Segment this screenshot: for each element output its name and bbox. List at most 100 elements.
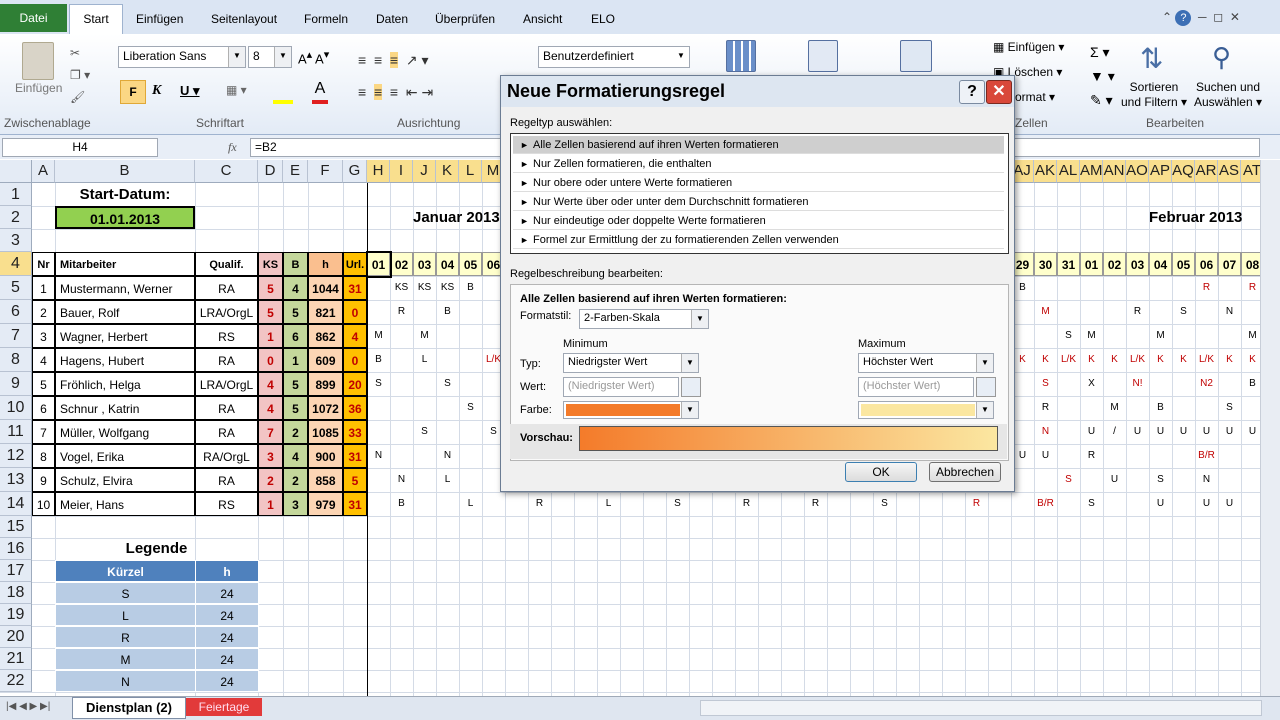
paste-icon[interactable] bbox=[22, 42, 54, 80]
row-header[interactable]: 6 bbox=[0, 300, 32, 324]
column-header[interactable]: A bbox=[32, 160, 55, 183]
cell[interactable]: U bbox=[1110, 474, 1119, 485]
cell[interactable]: S bbox=[1065, 330, 1072, 341]
font-grow-icons[interactable]: A▴ A▾ bbox=[298, 49, 330, 67]
row-header[interactable]: 12 bbox=[0, 444, 32, 468]
cell[interactable]: 4 bbox=[343, 324, 367, 348]
max-ref-button[interactable] bbox=[976, 377, 996, 397]
cell[interactable]: 06 bbox=[482, 252, 505, 276]
cell[interactable]: LRA/OrgL bbox=[195, 372, 258, 396]
cell[interactable]: Qualif. bbox=[195, 252, 258, 276]
cell[interactable]: L bbox=[467, 498, 474, 509]
cell[interactable]: 4 bbox=[258, 372, 283, 396]
row-header[interactable]: 11 bbox=[0, 420, 32, 444]
cell[interactable]: 04 bbox=[1149, 252, 1172, 276]
cell[interactable]: 5 bbox=[283, 372, 308, 396]
cell[interactable]: 862 bbox=[308, 324, 343, 348]
cell[interactable]: 29 bbox=[1011, 252, 1034, 276]
cell[interactable]: N bbox=[1202, 474, 1211, 485]
cell[interactable]: K bbox=[1157, 354, 1164, 365]
cell[interactable]: R bbox=[1087, 450, 1096, 461]
row-header[interactable]: 18 bbox=[0, 582, 32, 604]
bold-button[interactable]: F bbox=[120, 80, 146, 104]
cell[interactable]: B/R bbox=[1037, 498, 1054, 509]
row-header[interactable]: 20 bbox=[0, 626, 32, 648]
cell[interactable]: LRA/OrgL bbox=[195, 300, 258, 324]
cell[interactable]: U bbox=[1156, 498, 1165, 509]
cell[interactable]: 858 bbox=[308, 468, 343, 492]
cell[interactable]: 36 bbox=[343, 396, 367, 420]
cell[interactable]: Wagner, Herbert bbox=[55, 324, 195, 348]
cell[interactable]: U bbox=[1202, 498, 1211, 509]
row-header[interactable]: 2 bbox=[0, 206, 32, 229]
cell[interactable]: S bbox=[1157, 474, 1164, 485]
column-header[interactable]: AJ bbox=[1011, 160, 1034, 183]
column-header[interactable]: AK bbox=[1034, 160, 1057, 183]
cell[interactable]: 24 bbox=[195, 626, 259, 648]
rule-type-item[interactable]: ► Nur Zellen formatieren, die enthalten bbox=[513, 155, 1004, 173]
cell[interactable]: R bbox=[397, 306, 406, 317]
cell[interactable]: 3 bbox=[32, 324, 55, 348]
cell[interactable]: R bbox=[811, 498, 820, 509]
column-header[interactable]: AL bbox=[1057, 160, 1080, 183]
close-button[interactable]: ✕ bbox=[986, 80, 1012, 104]
italic-button[interactable]: K bbox=[152, 83, 162, 98]
dropdown-arrow[interactable]: ▼ bbox=[681, 402, 698, 418]
editing-icons[interactable]: Σ ▾ ▼ ▾ ✎ ▾ bbox=[1090, 44, 1115, 108]
cancel-button[interactable]: Abbrechen bbox=[929, 462, 1001, 482]
max-value-input[interactable]: (Höchster Wert) bbox=[858, 377, 974, 397]
cell[interactable]: 2 bbox=[283, 468, 308, 492]
cell[interactable]: 07 bbox=[1218, 252, 1241, 276]
cell[interactable]: U bbox=[1133, 426, 1142, 437]
cell[interactable]: L bbox=[444, 474, 451, 485]
delete-button[interactable]: ▣ Löschen ▾ bbox=[993, 65, 1063, 79]
rule-type-item[interactable]: ► Nur eindeutige oder doppelte Werte form… bbox=[513, 212, 1004, 230]
cell[interactable]: 30 bbox=[1034, 252, 1057, 276]
cell[interactable]: RA/OrgL bbox=[195, 444, 258, 468]
rule-type-item[interactable]: ► Nur Werte über oder unter dem Durchschn… bbox=[513, 193, 1004, 211]
cell[interactable]: U bbox=[1225, 426, 1234, 437]
cell[interactable]: U bbox=[1018, 450, 1027, 461]
cell[interactable]: Schnur , Katrin bbox=[55, 396, 195, 420]
min-color-select[interactable]: ▼ bbox=[563, 401, 699, 419]
cell[interactable]: K bbox=[1042, 354, 1049, 365]
cell[interactable]: R bbox=[742, 498, 751, 509]
cell[interactable]: Url. bbox=[343, 252, 367, 276]
column-header[interactable]: K bbox=[436, 160, 459, 183]
rule-type-item[interactable]: ► Nur obere oder untere Werte formatieren bbox=[513, 174, 1004, 192]
max-type-select[interactable]: Höchster Wert ▼ bbox=[858, 353, 994, 373]
fill-color-button[interactable] bbox=[273, 80, 293, 104]
cell[interactable]: 7 bbox=[258, 420, 283, 444]
cell[interactable]: S bbox=[1042, 378, 1049, 389]
cell[interactable]: h bbox=[195, 560, 259, 582]
format-style-select[interactable]: 2-Farben-Skala ▼ bbox=[579, 309, 709, 329]
cell[interactable]: 5 bbox=[32, 372, 55, 396]
cell[interactable]: 1 bbox=[32, 276, 55, 300]
tab[interactable]: Überprüfen bbox=[435, 12, 496, 26]
table-format-icon[interactable] bbox=[808, 40, 838, 72]
cell[interactable]: R bbox=[1248, 282, 1257, 293]
cell[interactable]: 1 bbox=[258, 324, 283, 348]
cell[interactable]: 0 bbox=[343, 300, 367, 324]
row-header[interactable]: 17 bbox=[0, 560, 32, 582]
cell[interactable]: Hagens, Hubert bbox=[55, 348, 195, 372]
file-tab[interactable]: Datei bbox=[0, 4, 67, 32]
cell[interactable]: K bbox=[1180, 354, 1187, 365]
cell[interactable]: 3 bbox=[258, 444, 283, 468]
cell[interactable]: N! bbox=[1132, 378, 1143, 389]
ok-button[interactable]: OK bbox=[845, 462, 917, 482]
cell[interactable]: Meier, Hans bbox=[55, 492, 195, 516]
cell[interactable]: 4 bbox=[283, 444, 308, 468]
cell[interactable]: 24 bbox=[195, 604, 259, 626]
cell[interactable]: R bbox=[55, 626, 196, 648]
column-header[interactable]: AO bbox=[1126, 160, 1149, 183]
help-button[interactable]: ? bbox=[959, 80, 985, 104]
dropdown-arrow[interactable]: ▼ bbox=[976, 354, 993, 372]
cell[interactable]: 10 bbox=[32, 492, 55, 516]
cell[interactable]: M bbox=[374, 330, 383, 341]
cell[interactable]: Müller, Wolfgang bbox=[55, 420, 195, 444]
sheet-tab-active[interactable]: Dienstplan (2) bbox=[72, 697, 186, 719]
cell[interactable]: Fröhlich, Helga bbox=[55, 372, 195, 396]
cell[interactable]: Bauer, Rolf bbox=[55, 300, 195, 324]
cell[interactable]: B bbox=[398, 498, 405, 509]
